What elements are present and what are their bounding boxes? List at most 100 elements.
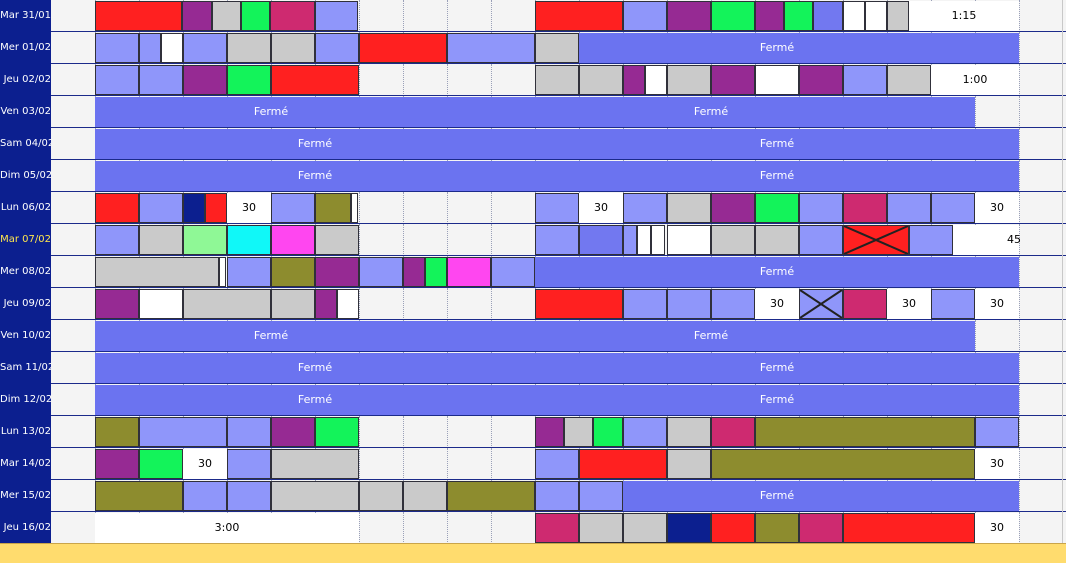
appointment-block[interactable] — [183, 225, 227, 255]
date-cell[interactable]: Lun 06/02 — [0, 192, 51, 224]
closed-band[interactable]: Fermé Fermé — [95, 385, 1019, 415]
date-cell[interactable]: Mer 08/02 — [0, 256, 51, 288]
appointment-block[interactable] — [315, 257, 359, 287]
closed-band[interactable]: Fermé Fermé — [95, 161, 1019, 191]
date-cell[interactable]: Ven 03/02 — [0, 96, 51, 128]
free-slot[interactable] — [931, 65, 1019, 95]
free-slot[interactable] — [975, 289, 1019, 319]
appointment-block[interactable] — [865, 1, 887, 31]
appointment-block[interactable] — [887, 65, 931, 95]
appointment-block[interactable] — [95, 257, 219, 287]
appointment-block[interactable] — [975, 417, 1019, 447]
closed-band[interactable]: Fermé — [535, 257, 1019, 287]
free-slot[interactable] — [887, 289, 931, 319]
appointment-block[interactable] — [337, 289, 359, 319]
appointment-block[interactable] — [161, 33, 183, 63]
date-cell[interactable]: Sam 04/02 — [0, 128, 51, 160]
appointment-block[interactable] — [843, 1, 865, 31]
appointment-block[interactable] — [931, 289, 975, 319]
appointment-block[interactable] — [95, 193, 139, 223]
appointment-block[interactable] — [403, 481, 447, 511]
appointment-block[interactable] — [623, 193, 667, 223]
appointment-block[interactable] — [182, 1, 212, 31]
date-cell[interactable]: Mer 15/02 — [0, 480, 51, 512]
appointment-block[interactable] — [351, 193, 358, 223]
appointment-block[interactable] — [843, 193, 887, 223]
appointment-block[interactable] — [212, 1, 241, 31]
appointment-block[interactable] — [623, 225, 637, 255]
date-cell[interactable]: Mar 14/02 — [0, 448, 51, 480]
appointment-block[interactable] — [95, 289, 139, 319]
free-slot[interactable] — [755, 289, 799, 319]
closed-band[interactable]: Fermé — [623, 481, 1019, 511]
appointment-block[interactable] — [139, 449, 183, 479]
appointment-block[interactable] — [95, 1, 182, 31]
appointment-block[interactable] — [270, 1, 315, 31]
appointment-block[interactable] — [799, 225, 843, 255]
appointment-block[interactable] — [271, 289, 315, 319]
appointment-block[interactable] — [667, 1, 711, 31]
closed-band[interactable]: Fermé — [579, 33, 1019, 63]
appointment-block[interactable] — [535, 449, 579, 479]
appointment-block[interactable] — [95, 65, 139, 95]
date-cell[interactable]: Dim 05/02 — [0, 160, 51, 192]
appointment-block[interactable] — [271, 481, 359, 511]
appointment-block[interactable] — [271, 257, 315, 287]
free-slot[interactable] — [909, 1, 1019, 31]
appointment-block[interactable] — [359, 33, 447, 63]
appointment-block[interactable] — [535, 1, 623, 31]
appointment-block[interactable] — [623, 65, 645, 95]
appointment-block[interactable] — [535, 193, 579, 223]
appointment-block[interactable] — [843, 65, 887, 95]
free-slot[interactable] — [183, 449, 227, 479]
appointment-block[interactable] — [139, 289, 183, 319]
appointment-block[interactable] — [139, 65, 183, 95]
appointment-block[interactable] — [755, 225, 799, 255]
appointment-block[interactable] — [139, 225, 183, 255]
appointment-block[interactable] — [95, 225, 139, 255]
appointment-block[interactable] — [95, 417, 139, 447]
appointment-block[interactable] — [711, 225, 755, 255]
date-cell[interactable]: Mar 07/02 — [0, 224, 51, 256]
appointment-block[interactable] — [711, 513, 755, 543]
appointment-block[interactable] — [887, 1, 909, 31]
appointment-block[interactable] — [799, 65, 843, 95]
appointment-block[interactable] — [711, 289, 755, 319]
appointment-block[interactable] — [227, 449, 271, 479]
appointment-block[interactable] — [535, 513, 579, 543]
appointment-block[interactable] — [227, 257, 271, 287]
date-cell[interactable]: Mar 31/01 — [0, 0, 51, 32]
appointment-block[interactable] — [623, 513, 667, 543]
appointment-block[interactable] — [755, 417, 975, 447]
appointment-block[interactable] — [623, 417, 667, 447]
appointment-block[interactable] — [623, 289, 667, 319]
appointment-block[interactable] — [579, 225, 623, 255]
appointment-block[interactable] — [271, 65, 359, 95]
appointment-block[interactable] — [667, 225, 711, 255]
appointment-block[interactable] — [579, 481, 623, 511]
appointment-block[interactable] — [95, 481, 183, 511]
appointment-block[interactable] — [183, 33, 227, 63]
appointment-block[interactable] — [667, 513, 711, 543]
appointment-block[interactable] — [183, 65, 227, 95]
cancelled-appointment-block[interactable] — [843, 225, 909, 255]
date-cell[interactable]: Mer 01/02 — [0, 32, 51, 64]
appointment-block[interactable] — [799, 513, 843, 543]
appointment-block[interactable] — [843, 513, 975, 543]
appointment-block[interactable] — [535, 417, 564, 447]
date-cell[interactable]: Jeu 16/02 — [0, 512, 51, 544]
free-slot[interactable]: 3:00 — [95, 513, 359, 543]
date-cell[interactable]: Lun 13/02 — [0, 416, 51, 448]
appointment-block[interactable] — [755, 1, 784, 31]
appointment-block[interactable] — [315, 289, 337, 319]
appointment-block[interactable] — [784, 1, 813, 31]
appointment-block[interactable] — [667, 289, 711, 319]
appointment-block[interactable] — [271, 193, 315, 223]
appointment-block[interactable] — [315, 33, 359, 63]
appointment-block[interactable] — [403, 257, 425, 287]
appointment-block[interactable] — [651, 225, 665, 255]
appointment-block[interactable] — [447, 257, 491, 287]
appointment-block[interactable] — [139, 193, 183, 223]
appointment-block[interactable] — [887, 193, 931, 223]
appointment-block[interactable] — [843, 289, 887, 319]
